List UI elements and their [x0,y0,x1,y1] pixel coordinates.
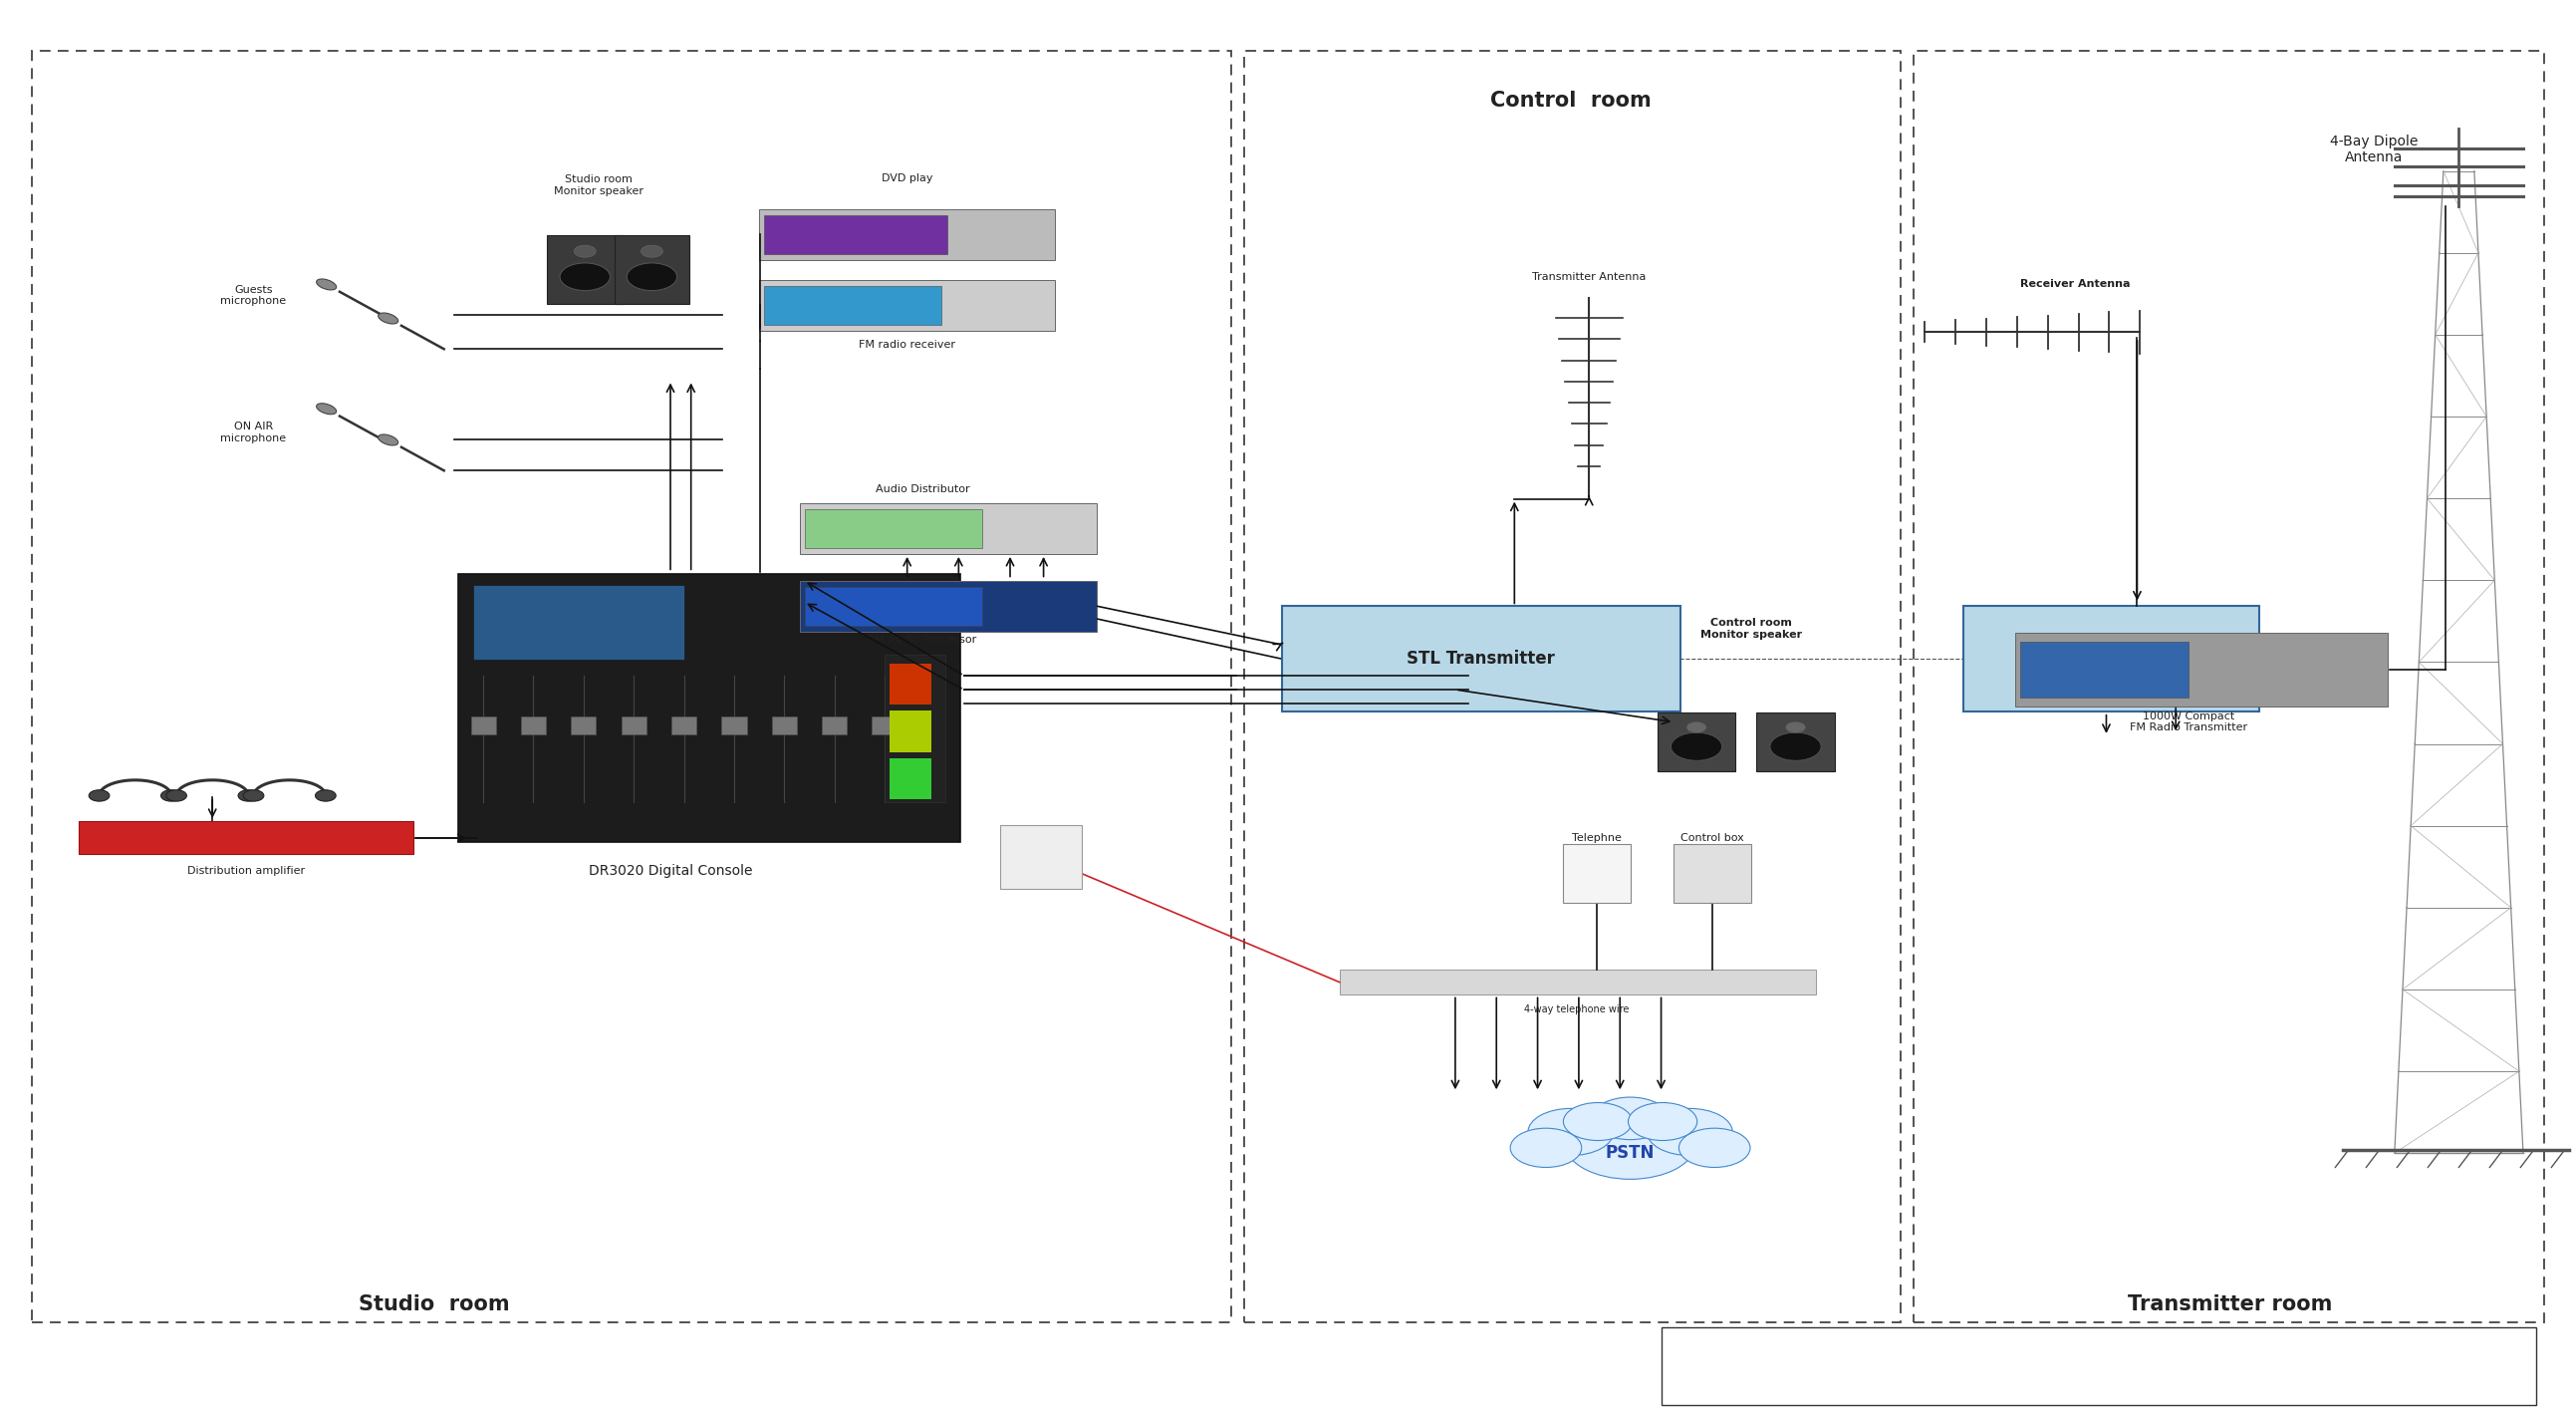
Text: Drawn:: Drawn: [2375,1385,2409,1395]
FancyBboxPatch shape [2014,633,2388,707]
FancyBboxPatch shape [1283,606,1680,711]
Text: DVD play: DVD play [881,173,933,183]
Circle shape [165,790,185,801]
FancyBboxPatch shape [80,821,412,854]
Text: HANGZHOU ZHONGCHUAN DIGITAL EQUIPMENT CO., LTD: HANGZHOU ZHONGCHUAN DIGITAL EQUIPMENT CO… [1945,1334,2251,1344]
FancyBboxPatch shape [1656,712,1736,772]
Circle shape [641,245,662,258]
FancyBboxPatch shape [1963,606,2259,711]
Circle shape [1564,1103,1633,1140]
Text: STL Transmitter: STL Transmitter [1406,650,1556,667]
Text: STL Receiver: STL Receiver [2050,650,2172,667]
FancyBboxPatch shape [889,664,933,705]
Text: Control room
Monitor speaker: Control room Monitor speaker [1700,619,1803,640]
Circle shape [314,790,335,801]
FancyBboxPatch shape [572,716,595,735]
FancyBboxPatch shape [801,503,1097,554]
Circle shape [1687,722,1705,733]
Text: Radio ON-AIR  system: Radio ON-AIR system [2048,1355,2236,1371]
Circle shape [1628,1103,1698,1140]
Circle shape [1646,1109,1734,1155]
Bar [1914,51,2543,1323]
FancyBboxPatch shape [459,573,961,843]
FancyBboxPatch shape [1564,844,1631,903]
Circle shape [1592,1097,1669,1140]
FancyBboxPatch shape [762,215,948,253]
Circle shape [90,790,108,801]
Text: 1000W Compact
FM Radio Transmitter: 1000W Compact FM Radio Transmitter [2130,711,2246,733]
Text: ON AIR
microphone: ON AIR microphone [222,422,286,443]
Text: PSTN: PSTN [1605,1144,1654,1163]
Circle shape [1510,1129,1582,1167]
Text: Studio  room: Studio room [358,1294,510,1314]
Circle shape [1680,1129,1749,1167]
FancyBboxPatch shape [1662,1327,2535,1405]
FancyBboxPatch shape [474,585,685,660]
FancyBboxPatch shape [1674,844,1752,903]
FancyBboxPatch shape [999,826,1082,889]
FancyBboxPatch shape [1340,970,1816,995]
FancyBboxPatch shape [889,711,933,752]
FancyBboxPatch shape [884,654,945,801]
FancyBboxPatch shape [822,716,848,735]
FancyBboxPatch shape [773,716,796,735]
Bar [33,51,1231,1323]
Ellipse shape [317,404,337,415]
Circle shape [1770,732,1821,760]
Text: 4-Bay Dipole
Antenna: 4-Bay Dipole Antenna [2329,135,2419,164]
Text: Control  room: Control room [1492,91,1651,110]
Text: Telephne: Telephne [1571,833,1623,843]
FancyBboxPatch shape [621,716,647,735]
Text: Audio Distributor: Audio Distributor [876,484,969,494]
Circle shape [1528,1109,1613,1155]
Text: FM Audio Processor: FM Audio Processor [868,636,976,646]
Text: Receiver Antenna: Receiver Antenna [2020,279,2130,289]
Text: Title: Title [1703,1358,1723,1368]
Text: Studio room
Monitor speaker: Studio room Monitor speaker [554,174,644,195]
Circle shape [237,790,258,801]
Text: Desige: Desige [1731,1385,1765,1395]
FancyBboxPatch shape [672,716,696,735]
FancyBboxPatch shape [2020,641,2190,698]
Text: Transmitter room: Transmitter room [2128,1294,2331,1314]
FancyBboxPatch shape [804,586,981,626]
FancyBboxPatch shape [760,280,1056,331]
FancyBboxPatch shape [721,716,747,735]
FancyBboxPatch shape [889,758,933,799]
Bar [1244,51,1901,1323]
FancyBboxPatch shape [804,510,981,548]
FancyBboxPatch shape [873,716,896,735]
Text: Control box: Control box [1680,833,1744,843]
Circle shape [626,263,677,290]
Circle shape [160,790,180,801]
Ellipse shape [379,313,399,324]
Text: moj: moj [1814,1385,1832,1395]
FancyBboxPatch shape [801,581,1097,632]
FancyBboxPatch shape [471,716,495,735]
FancyBboxPatch shape [520,716,546,735]
Circle shape [574,245,595,258]
Text: DR3020 Digital Console: DR3020 Digital Console [587,864,752,878]
Text: Transmitter Antenna: Transmitter Antenna [1533,272,1646,282]
Text: Distribution amplifier: Distribution amplifier [188,865,304,875]
Ellipse shape [379,435,399,446]
Ellipse shape [317,279,337,290]
Circle shape [1785,722,1806,733]
FancyBboxPatch shape [1757,712,1834,772]
Text: Guests
microphone: Guests microphone [222,285,286,306]
FancyBboxPatch shape [546,235,623,304]
Text: Check: Check [2133,1385,2161,1395]
FancyBboxPatch shape [762,286,940,324]
FancyBboxPatch shape [613,235,690,304]
Circle shape [242,790,263,801]
Text: FM radio receiver: FM radio receiver [858,340,956,350]
Circle shape [1564,1107,1695,1180]
Circle shape [1672,732,1721,760]
FancyBboxPatch shape [760,210,1056,261]
Text: 4-way telephone wire: 4-way telephone wire [1525,1004,1628,1014]
Circle shape [559,263,611,290]
